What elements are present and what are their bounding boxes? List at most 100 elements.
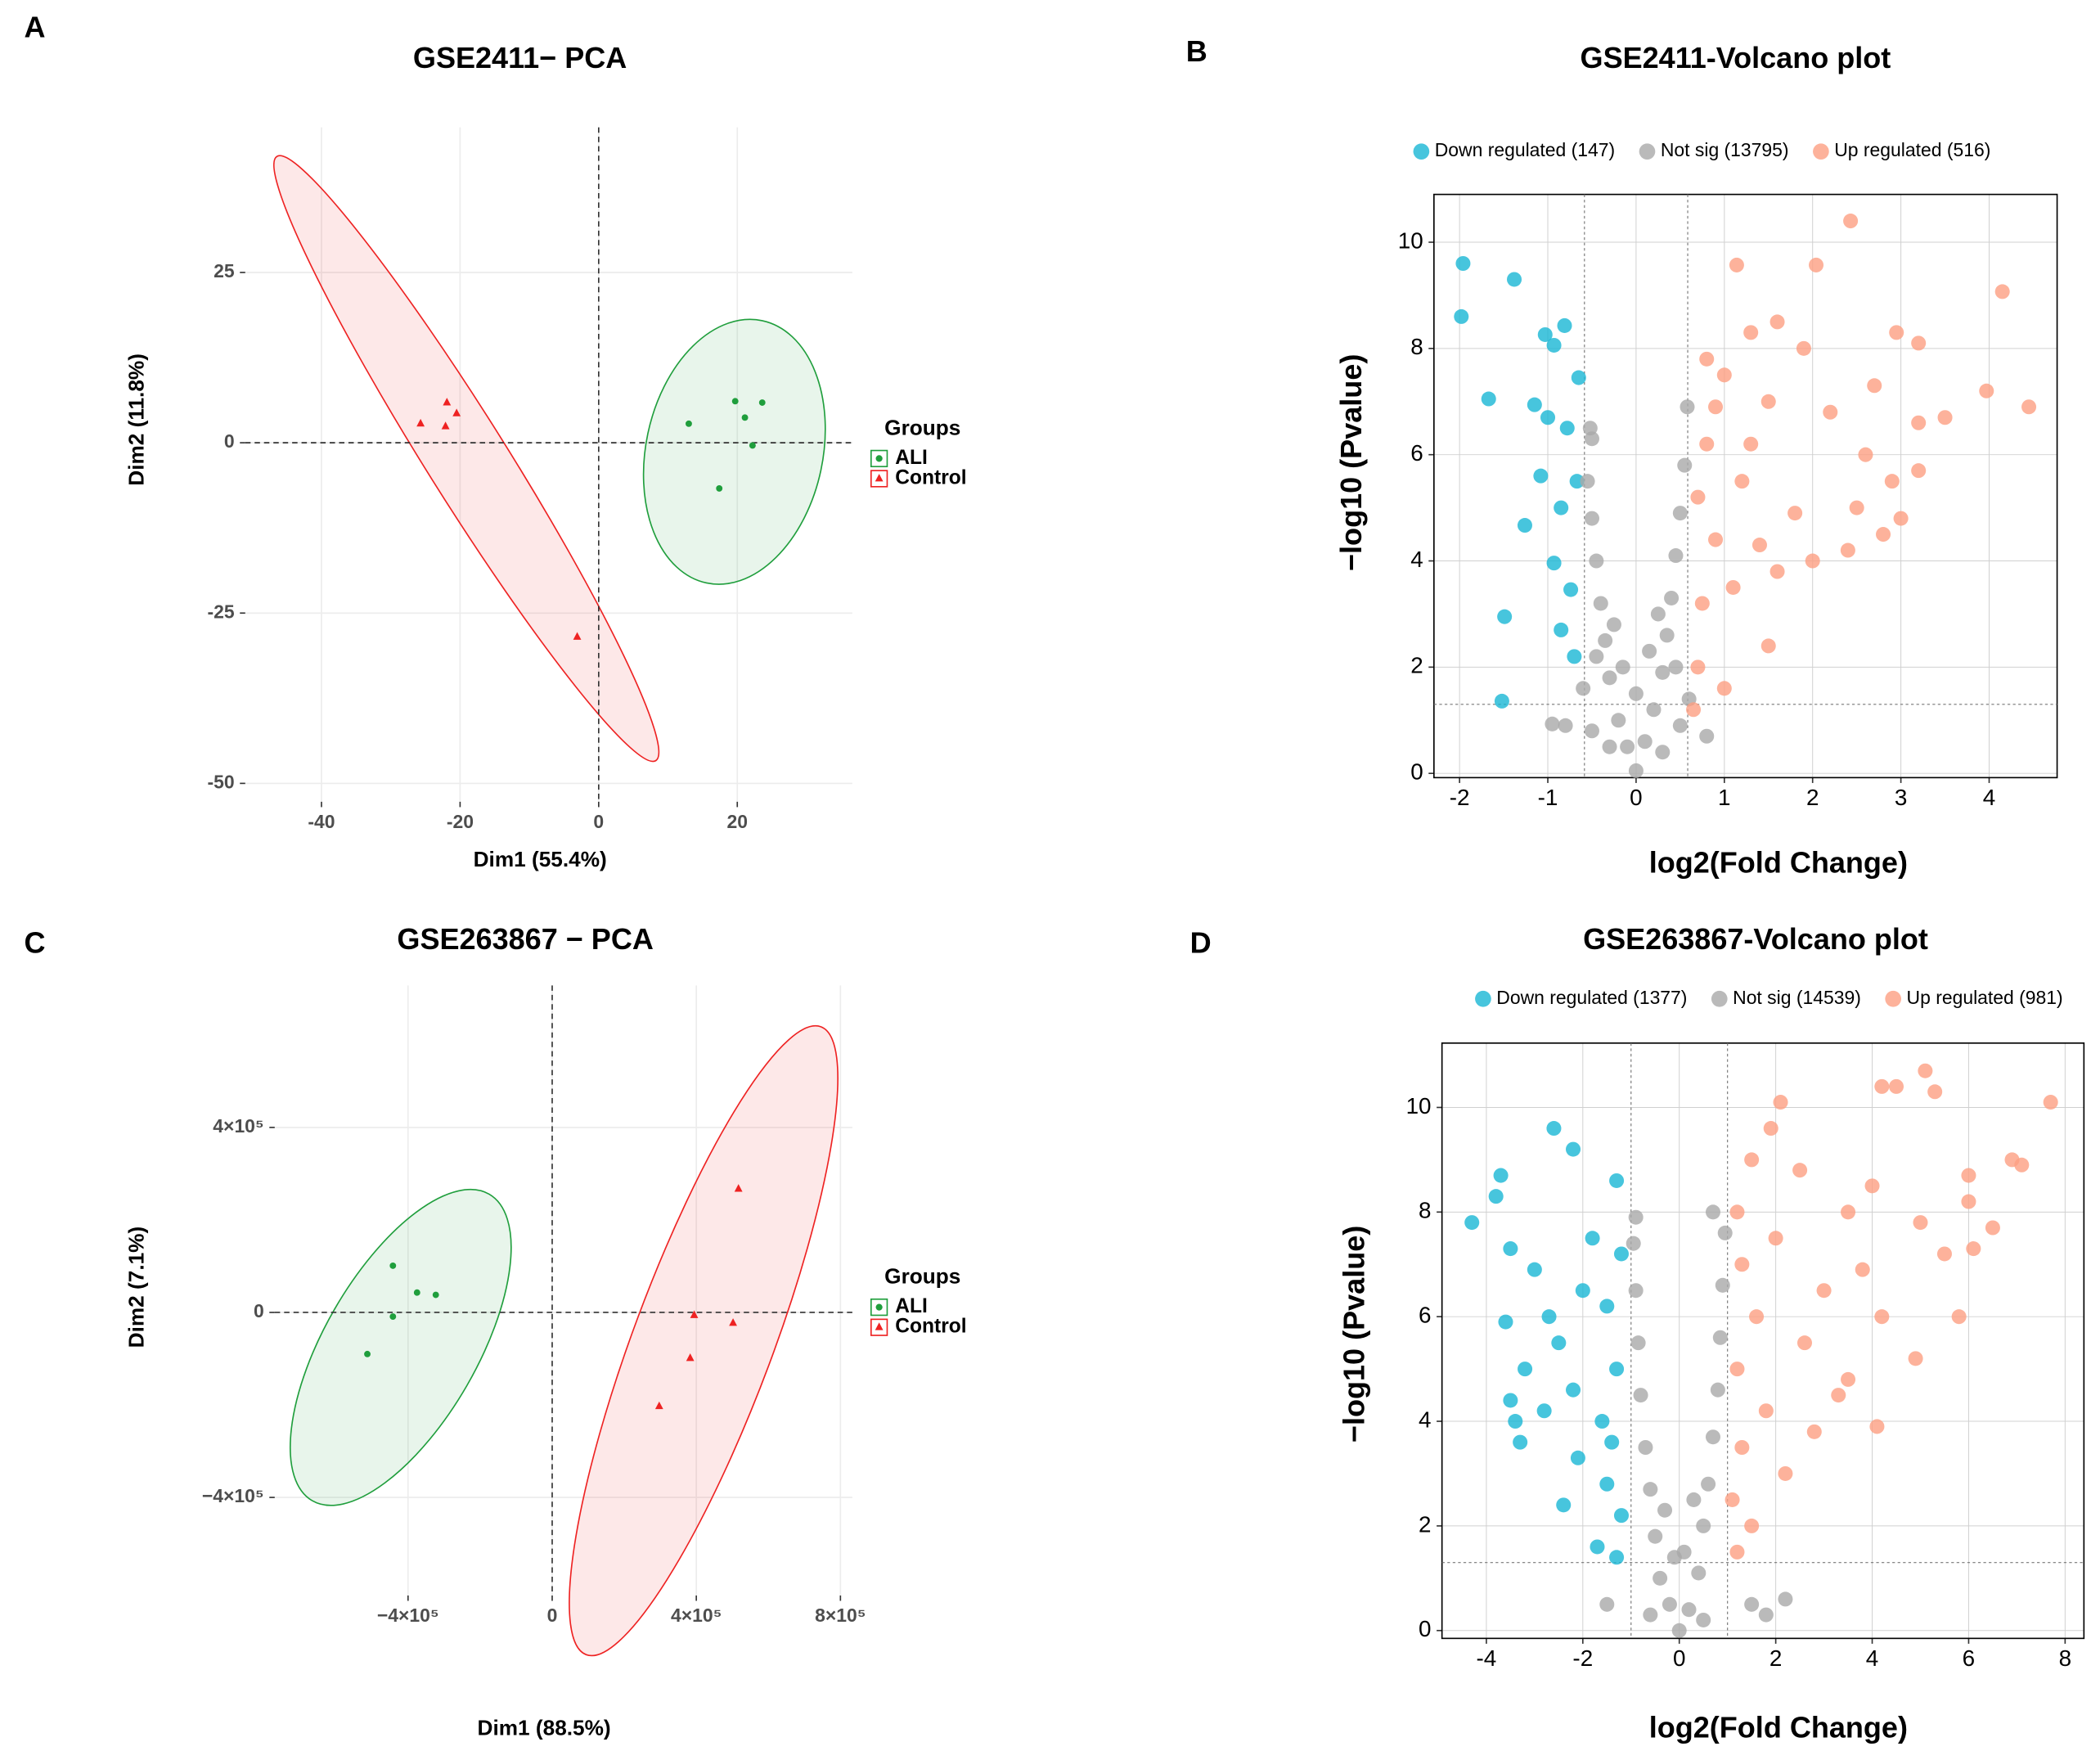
x-tick-label: 8 bbox=[2059, 1645, 2071, 1671]
point bbox=[1729, 257, 1744, 272]
point bbox=[1806, 1424, 1822, 1439]
point bbox=[1743, 436, 1759, 452]
point bbox=[1690, 489, 1706, 505]
x-axis-title: log2(Fold Change) bbox=[1649, 1710, 1908, 1744]
y-tick-label: 0 bbox=[1410, 759, 1423, 785]
point bbox=[1699, 436, 1715, 452]
point bbox=[1994, 284, 2010, 299]
ellipse bbox=[272, 155, 660, 763]
point bbox=[1659, 628, 1675, 643]
point bbox=[1911, 463, 1927, 479]
y-tick-label: 4 bbox=[1419, 1407, 1431, 1432]
point bbox=[1593, 596, 1608, 611]
point bbox=[1729, 1362, 1745, 1377]
point bbox=[1876, 527, 1891, 542]
point bbox=[1556, 1497, 1572, 1513]
y-tick-label: -25 bbox=[208, 601, 235, 622]
chart-title: GSE2411− PCA bbox=[413, 41, 627, 74]
point bbox=[1646, 702, 1662, 718]
point bbox=[1725, 1492, 1740, 1507]
point bbox=[1508, 1414, 1523, 1429]
point bbox=[1908, 1351, 1923, 1366]
point bbox=[1628, 1283, 1644, 1299]
point bbox=[1778, 1591, 1793, 1607]
y-tick-label: 2 bbox=[1419, 1511, 1431, 1537]
point bbox=[2021, 399, 2037, 415]
legend-label: Up regulated (516) bbox=[1834, 139, 1990, 160]
x-tick-label: -1 bbox=[1538, 785, 1558, 810]
point bbox=[1546, 556, 1562, 571]
legend-label: Not sig (13795) bbox=[1661, 139, 1789, 160]
point bbox=[1699, 728, 1715, 744]
x-tick-label: -2 bbox=[1572, 1645, 1593, 1671]
point bbox=[1637, 734, 1653, 749]
y-axis-title: −log10 (Pvalue) bbox=[1334, 354, 1368, 571]
point bbox=[1710, 1382, 1725, 1398]
point bbox=[1831, 1388, 1846, 1403]
x-tick-label: -40 bbox=[308, 811, 335, 832]
point bbox=[1686, 702, 1702, 718]
point bbox=[1582, 421, 1598, 436]
point bbox=[1760, 394, 1776, 409]
point bbox=[1961, 1168, 1976, 1183]
panel-label: C bbox=[24, 926, 45, 960]
point bbox=[1841, 1371, 1856, 1387]
point bbox=[1751, 538, 1767, 553]
legend-label: ALI bbox=[895, 447, 928, 469]
x-axis-title: log2(Fold Change) bbox=[1649, 845, 1908, 879]
point bbox=[1589, 553, 1604, 569]
x-tick-label: 0 bbox=[1673, 1645, 1685, 1671]
point bbox=[416, 418, 425, 427]
point bbox=[1507, 272, 1522, 287]
point bbox=[1705, 1204, 1720, 1220]
point bbox=[1628, 1209, 1644, 1225]
point bbox=[1642, 643, 1657, 659]
point bbox=[1734, 1257, 1750, 1272]
point bbox=[1696, 1518, 1711, 1533]
point bbox=[1708, 399, 1724, 415]
legend-label: Up regulated (981) bbox=[1907, 987, 2063, 1008]
point bbox=[1584, 723, 1599, 739]
point bbox=[1911, 415, 1927, 430]
y-tick-label: 25 bbox=[214, 260, 235, 281]
point bbox=[734, 1184, 743, 1192]
point bbox=[1503, 1241, 1518, 1257]
point bbox=[1911, 335, 1927, 351]
point bbox=[1602, 670, 1617, 686]
x-tick-label: −4×10⁵ bbox=[377, 1605, 439, 1626]
point bbox=[1567, 649, 1582, 664]
point bbox=[1729, 1544, 1745, 1560]
point bbox=[1609, 1362, 1625, 1377]
point bbox=[1533, 468, 1549, 484]
point bbox=[1643, 1482, 1658, 1497]
point bbox=[1589, 649, 1604, 664]
point bbox=[1691, 1565, 1707, 1581]
y-tick-label: 10 bbox=[1406, 1093, 1432, 1119]
point bbox=[1546, 337, 1562, 353]
legend-symbol bbox=[875, 1303, 883, 1311]
x-tick-label: 4×10⁵ bbox=[671, 1605, 722, 1626]
point bbox=[1778, 1465, 1793, 1481]
point bbox=[1594, 1414, 1610, 1429]
point bbox=[1717, 1225, 1733, 1240]
point bbox=[1628, 763, 1644, 778]
point bbox=[1889, 325, 1904, 340]
point bbox=[1936, 1246, 1952, 1262]
legend-label: Down regulated (147) bbox=[1435, 139, 1615, 160]
panel-label: D bbox=[1190, 926, 1212, 960]
point bbox=[1699, 351, 1715, 367]
point bbox=[1743, 325, 1759, 340]
point bbox=[1805, 553, 1820, 569]
point bbox=[1494, 693, 1509, 709]
point bbox=[1576, 681, 1591, 696]
point bbox=[1545, 716, 1560, 731]
point bbox=[1602, 739, 1617, 754]
point bbox=[1744, 1518, 1760, 1533]
y-tick-label: 4 bbox=[1410, 547, 1423, 572]
legend-symbol bbox=[1885, 990, 1901, 1007]
point bbox=[1599, 1476, 1615, 1492]
point bbox=[1672, 506, 1688, 521]
point bbox=[1809, 257, 1824, 272]
